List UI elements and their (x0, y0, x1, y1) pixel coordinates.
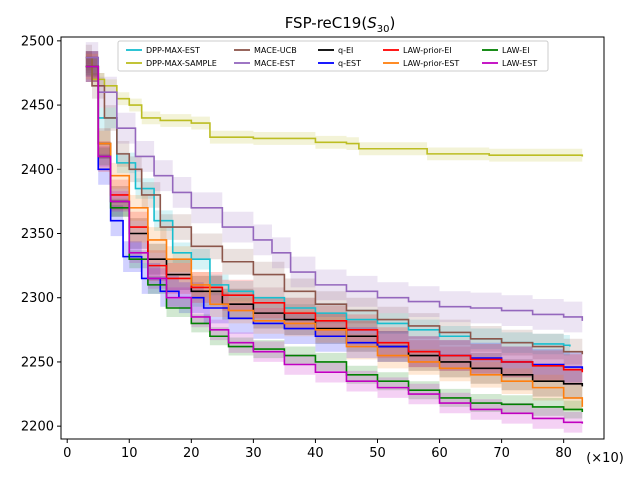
y-axis: 2200 2250 2300 2350 2400 2450 2500 (21, 34, 61, 435)
series-line-mace-est (85, 56, 584, 321)
x-tick-label: 20 (183, 446, 200, 461)
chart-title: FSP-reC19(S30) (285, 14, 396, 35)
y-tick-label: 2500 (21, 34, 54, 49)
legend-label: q-EI (338, 46, 353, 55)
legend-label: DPP-MAX-EST (146, 46, 200, 55)
band-mace-est (85, 42, 583, 337)
x-tick-label: 70 (493, 446, 510, 461)
legend-label: MACE-EST (254, 59, 295, 68)
x-tick-label: 30 (245, 446, 262, 461)
band-law-est (85, 56, 583, 434)
legend-box (117, 40, 549, 72)
x-tick-label: 80 (555, 446, 572, 461)
x-tick-label: 50 (369, 446, 386, 461)
legend-label: LAW-EST (502, 59, 537, 68)
legend-label: LAW-EI (502, 46, 530, 55)
y-tick-label: 2400 (21, 163, 54, 178)
y-tick-label: 2350 (21, 227, 54, 242)
legend-label: LAW-prior-EI (403, 46, 452, 55)
axes-frame (60, 36, 605, 440)
series-line-dpp-max-sample (85, 56, 584, 157)
y-tick-label: 2250 (21, 355, 54, 370)
legend: DPP-MAX-EST DPP-MAX-SAMPLE MACE-UCB MACE-ES… (117, 40, 549, 72)
legend-label: MACE-UCB (254, 46, 297, 55)
x-tick-label: 10 (121, 446, 138, 461)
y-tick-label: 2200 (21, 420, 54, 435)
series-lines (85, 56, 584, 424)
series-line-law-est (85, 65, 584, 424)
legend-label: q-EST (338, 59, 361, 68)
legend-label: DPP-MAX-SAMPLE (146, 59, 217, 68)
x-tick-label: 40 (307, 446, 324, 461)
x-axis: 0 10 20 30 40 50 60 70 80 (63, 439, 572, 461)
y-tick-label: 2300 (21, 291, 54, 306)
series-line-mace-ucb (85, 56, 584, 355)
series-line-law-prior-est (85, 65, 584, 407)
x-tick-label: 60 (431, 446, 448, 461)
x-multiplier-label: (×10) (586, 451, 624, 466)
band-mace-ucb (85, 44, 583, 368)
legend-label: LAW-prior-EST (403, 59, 459, 68)
series-line-law-prior-ei (85, 65, 584, 373)
band-q-ei (85, 51, 583, 402)
y-tick-label: 2450 (21, 99, 54, 114)
x-tick-label: 0 (63, 446, 71, 461)
